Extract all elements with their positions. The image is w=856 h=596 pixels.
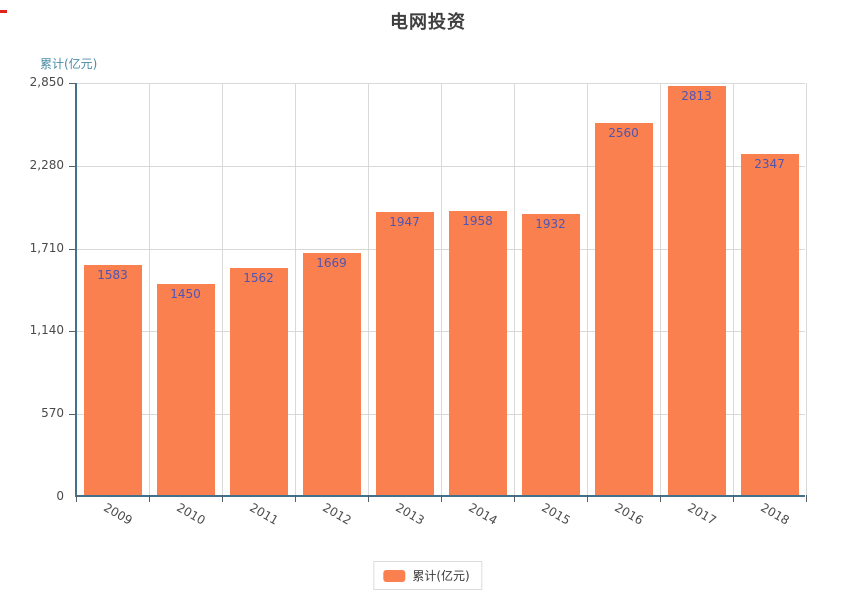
legend-label: 累计(亿元) bbox=[412, 569, 470, 583]
bar-value-label: 1947 bbox=[389, 215, 420, 230]
bar-value-label: 1958 bbox=[462, 213, 493, 228]
x-axis-label-2010: 2010 bbox=[173, 500, 208, 528]
x-axis-label-2013: 2013 bbox=[392, 500, 427, 528]
y-axis-label: 1,140 bbox=[29, 323, 64, 338]
x-axis-tick bbox=[295, 495, 296, 502]
x-axis-label-2014: 2014 bbox=[465, 500, 500, 528]
bar-value-label: 1562 bbox=[243, 271, 274, 286]
x-axis-label-2015: 2015 bbox=[538, 500, 573, 528]
bar-2011[interactable]: 1562 bbox=[229, 268, 288, 495]
y-axis-tick bbox=[69, 83, 75, 84]
y-axis-tick-labels: 0 570 1,140 1,710 2,280 2,850 bbox=[0, 75, 64, 503]
bar-value-label: 1669 bbox=[316, 255, 347, 270]
x-axis-tick bbox=[441, 495, 442, 502]
bar-2012[interactable]: 1669 bbox=[302, 252, 361, 495]
y-axis-label: 2,280 bbox=[29, 157, 64, 172]
y-axis-label: 1,710 bbox=[29, 240, 64, 255]
bar-2015[interactable]: 1932 bbox=[521, 214, 580, 495]
x-axis-label-2016: 2016 bbox=[611, 500, 646, 528]
bar-2009[interactable]: 1583 bbox=[83, 265, 142, 495]
gridline-vertical bbox=[514, 83, 515, 495]
bar-2016[interactable]: 2560 bbox=[594, 123, 653, 495]
x-axis-tick bbox=[660, 495, 661, 502]
y-axis-tick bbox=[69, 331, 75, 333]
x-axis-label-2018: 2018 bbox=[757, 500, 792, 528]
y-axis-tick bbox=[69, 414, 75, 416]
legend-swatch-icon bbox=[383, 569, 406, 582]
x-axis-label-2017: 2017 bbox=[684, 500, 719, 528]
bar-value-label: 2813 bbox=[681, 89, 712, 104]
y-axis-title: 累计(亿元) bbox=[40, 57, 98, 71]
bar-value-label: 2347 bbox=[754, 157, 785, 172]
x-axis-tick bbox=[76, 495, 77, 502]
bar-2017[interactable]: 2813 bbox=[667, 86, 726, 495]
x-axis-label-2012: 2012 bbox=[319, 500, 354, 528]
x-axis-tick bbox=[806, 495, 807, 502]
x-axis-tick bbox=[587, 495, 588, 502]
gridline-vertical bbox=[587, 83, 588, 495]
x-axis-tick bbox=[222, 495, 223, 502]
gridline-vertical bbox=[295, 83, 296, 495]
x-axis-tick bbox=[733, 495, 734, 502]
y-axis-label: 570 bbox=[41, 406, 64, 421]
gridline-vertical bbox=[806, 83, 807, 495]
bar-value-label: 1932 bbox=[535, 217, 566, 232]
x-axis-tick bbox=[149, 495, 150, 502]
plot-area: 1583 1450 1562 1669 1947 1958 1932 2560 2813 2347… bbox=[69, 83, 807, 528]
gridline-vertical bbox=[368, 83, 369, 495]
gridline-vertical bbox=[733, 83, 734, 495]
x-axis-label-2009: 2009 bbox=[100, 500, 135, 528]
bar-value-label: 1583 bbox=[97, 268, 128, 283]
legend[interactable]: 累计(亿元) bbox=[373, 561, 483, 590]
y-axis-tick bbox=[69, 165, 75, 167]
bar-2013[interactable]: 1947 bbox=[375, 212, 434, 495]
x-axis-label-2011: 2011 bbox=[246, 500, 281, 528]
x-axis-tick bbox=[368, 495, 369, 502]
gridline-vertical bbox=[660, 83, 661, 495]
bar-value-label: 2560 bbox=[608, 126, 639, 141]
bar-2010[interactable]: 1450 bbox=[156, 284, 215, 495]
red-dash-marker bbox=[0, 10, 7, 13]
bar-2014[interactable]: 1958 bbox=[448, 210, 507, 495]
gridline-vertical bbox=[222, 83, 223, 495]
gridline-vertical bbox=[441, 83, 442, 495]
gridline-vertical bbox=[149, 83, 150, 495]
chart-title: 电网投资 bbox=[390, 12, 466, 33]
bar-value-label: 1450 bbox=[170, 287, 201, 302]
y-axis-label: 2,850 bbox=[29, 75, 64, 89]
bar-2018[interactable]: 2347 bbox=[740, 154, 799, 495]
y-axis-label: 0 bbox=[56, 489, 64, 503]
x-axis-tick bbox=[514, 495, 515, 502]
y-axis-tick bbox=[69, 248, 75, 250]
